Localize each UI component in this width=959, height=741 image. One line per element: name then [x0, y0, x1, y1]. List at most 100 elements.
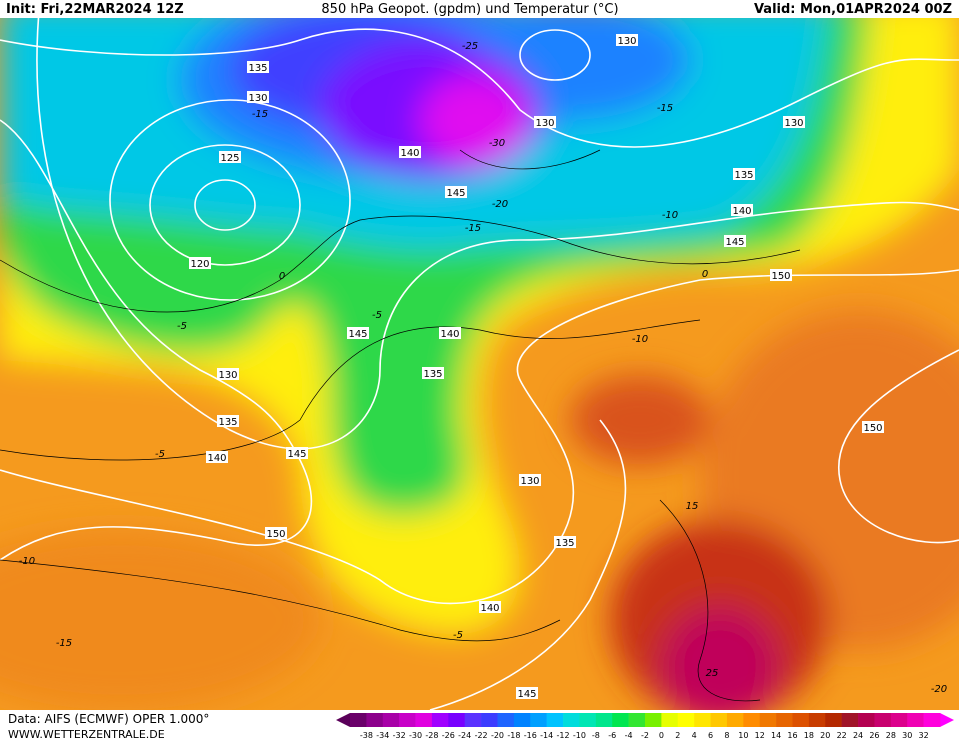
geopotential-label: 135 [248, 63, 267, 74]
geopotential-label-box [783, 116, 805, 128]
temperature-label: -15 [56, 638, 72, 649]
geopotential-label: 130 [218, 370, 237, 381]
geopotential-label-box [206, 451, 228, 463]
geopotential-label-box [519, 474, 541, 486]
geopotential-label: 145 [517, 689, 536, 700]
geopotential-label-box [399, 146, 421, 158]
data-source: Data: AIFS (ECMWF) OPER 1.000° [8, 712, 209, 726]
colorbar-label: 4 [692, 731, 697, 740]
temperature-label: -25 [462, 41, 478, 52]
geopotential-label: 130 [784, 118, 803, 129]
colorbar-label: 24 [853, 731, 863, 740]
geopotential-label: 135 [423, 369, 442, 380]
geopotential-label-box [265, 527, 287, 539]
colorbar-swatch [858, 713, 875, 727]
colorbar-label: 26 [869, 731, 879, 740]
colorbar-label: -8 [592, 731, 600, 740]
colorbar-swatch [890, 713, 908, 727]
geopotential-label-box [217, 368, 239, 380]
geopotential-label: 145 [446, 188, 465, 199]
colorbar-swatch [399, 713, 416, 727]
geopotential-label-box [770, 269, 792, 281]
colorbar-swatch [481, 713, 498, 727]
colorbar-swatch [726, 713, 744, 727]
colorbar-swatch [907, 713, 924, 727]
colorbar-swatch [530, 713, 547, 727]
colorbar-label: -4 [625, 731, 633, 740]
colorbar-swatch [382, 713, 400, 727]
geopotential-label: 130 [520, 476, 539, 487]
colorbar-swatch [546, 713, 564, 727]
colorbar-label: -14 [540, 731, 553, 740]
geopotential-label-box [724, 235, 746, 247]
valid-time: Valid: Mon,01APR2024 00Z [754, 2, 952, 17]
colorbar-swatch [579, 713, 597, 727]
colorbar-swatch [694, 713, 711, 727]
geopotential-label: 125 [220, 153, 239, 164]
map [0, 0, 959, 710]
geopotential-label-box [219, 151, 241, 163]
colorbar-label: 20 [820, 731, 830, 740]
colorbar-label: -12 [557, 731, 570, 740]
colorbar-label: 8 [724, 731, 729, 740]
geopotential-label-box [479, 601, 501, 613]
temperature-label: -10 [632, 334, 648, 345]
geopotential-label-box [554, 536, 576, 548]
colorbar-label: -28 [425, 731, 438, 740]
colorbar-label: -22 [475, 731, 488, 740]
colorbar-swatch [759, 713, 777, 727]
colorbar-label: -10 [573, 731, 586, 740]
geopotential-label-box [286, 447, 308, 459]
geopotential-label: 140 [207, 453, 226, 464]
map-title: 850 hPa Geopot. (gpdm) und Temperatur (°… [321, 2, 618, 17]
colorbar-label: -34 [376, 731, 389, 740]
website: WWW.WETTERZENTRALE.DE [8, 728, 165, 741]
geopotential-label: 140 [440, 329, 459, 340]
colorbar-swatch [825, 713, 842, 727]
colorbar-label: 12 [755, 731, 765, 740]
colorbar-swatch [874, 713, 892, 727]
colorbar-arrow-low [336, 713, 350, 727]
colorbar-swatch [464, 713, 482, 727]
colorbar-label: 28 [886, 731, 896, 740]
colorbar-swatch [595, 713, 613, 727]
geopotential-label: 140 [480, 603, 499, 614]
colorbar-label: 6 [708, 731, 713, 740]
temperature-label: 0 [279, 271, 285, 282]
geopotential-label-box [217, 415, 239, 427]
geopotential-label: 150 [863, 423, 882, 434]
temperature-label: -5 [177, 321, 187, 332]
temperature-label: -20 [492, 199, 508, 210]
geopotential-label: 135 [218, 417, 237, 428]
geopotential-label: 130 [248, 93, 267, 104]
temperature-label: -10 [662, 210, 678, 221]
colorbar-swatch [792, 713, 810, 727]
geopotential-label: 120 [190, 259, 209, 270]
colorbar-label: -30 [409, 731, 422, 740]
geopotential-label-box [439, 327, 461, 339]
colorbar-label: 22 [837, 731, 847, 740]
geopotential-label: 145 [348, 329, 367, 340]
temperature-label: -15 [465, 223, 481, 234]
temperature-label: 15 [686, 501, 699, 512]
colorbar-label: 32 [919, 731, 929, 740]
temperature-label: -5 [372, 310, 382, 321]
init-time: Init: Fri,22MAR2024 12Z [6, 2, 184, 17]
colorbar-arrow-high [940, 713, 954, 727]
colorbar-swatch [808, 713, 826, 727]
colorbar-label: 18 [804, 731, 814, 740]
colorbar-swatch [661, 713, 679, 727]
colorbar-label: 10 [738, 731, 748, 740]
colorbar-label: -38 [360, 731, 373, 740]
temperature-label: -5 [453, 630, 463, 641]
temperature-label: 25 [706, 668, 719, 679]
colorbar-label: -32 [393, 731, 406, 740]
temperature-label: -15 [657, 103, 673, 114]
colorbar-swatch [448, 713, 466, 727]
geopotential-label-box [347, 327, 369, 339]
geopotential-label-box [247, 61, 269, 73]
geopotential-label-box [862, 421, 884, 433]
geopotential-label: 130 [617, 36, 636, 47]
colorbar-label: 2 [675, 731, 680, 740]
